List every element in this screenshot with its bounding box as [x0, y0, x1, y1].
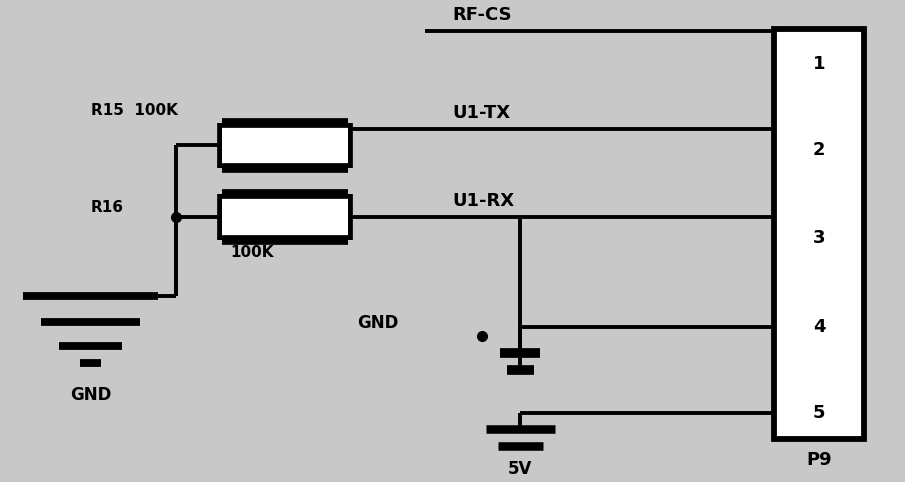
Bar — [774, 28, 864, 439]
Text: 5V: 5V — [509, 460, 532, 478]
Text: GND: GND — [357, 313, 399, 332]
Text: GND: GND — [70, 387, 111, 404]
Text: RF-CS: RF-CS — [452, 6, 512, 24]
Text: 1: 1 — [813, 55, 825, 73]
Bar — [222, 122, 348, 168]
Text: 100K: 100K — [231, 245, 274, 260]
Text: 5: 5 — [813, 403, 825, 422]
Text: R16: R16 — [90, 200, 123, 214]
Text: R15  100K: R15 100K — [90, 103, 177, 118]
Bar — [222, 194, 348, 240]
Text: U1-TX: U1-TX — [452, 104, 510, 121]
Text: U1-RX: U1-RX — [452, 192, 515, 210]
Text: 4: 4 — [813, 318, 825, 336]
Text: 3: 3 — [813, 229, 825, 247]
Text: 2: 2 — [813, 141, 825, 159]
Text: P9: P9 — [806, 451, 832, 469]
